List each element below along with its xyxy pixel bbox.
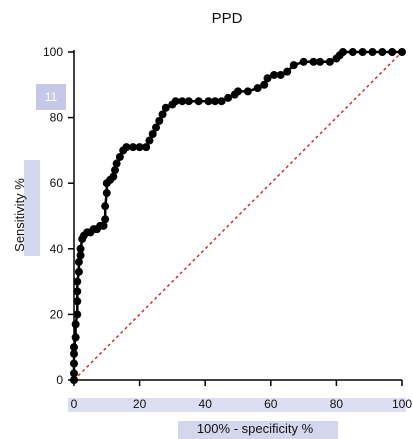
roc-point: [276, 70, 285, 79]
roc-point: [299, 57, 308, 66]
roc-point: [204, 97, 213, 106]
roc-point: [263, 74, 272, 83]
roc-point: [142, 143, 151, 152]
x-tick-label: 100: [392, 397, 412, 411]
x-tick-label: 0: [71, 397, 78, 411]
y-axis-title: Sensitivity %: [12, 178, 27, 252]
roc-point: [388, 48, 397, 56]
roc-point: [398, 48, 406, 56]
roc-point: [325, 57, 334, 66]
roc-point: [122, 143, 131, 152]
roc-point: [74, 267, 83, 276]
roc-point: [211, 97, 220, 106]
x-ticks: 0 20 40 60 80 100: [71, 380, 412, 411]
roc-point: [316, 57, 324, 66]
x-tick-label: 60: [264, 397, 278, 411]
roc-point: [171, 97, 180, 106]
roc-point: [71, 320, 80, 329]
roc-point: [348, 48, 357, 56]
roc-point: [194, 97, 203, 106]
reference-line: [73, 51, 403, 381]
roc-point: [111, 166, 119, 175]
y-tick-label: 20: [50, 307, 64, 321]
roc-point: [70, 359, 78, 368]
ylabel-highlight: [24, 160, 40, 256]
roc-point: [76, 251, 85, 260]
x-axis-title: 100% - specificity %: [197, 421, 314, 436]
roc-point: [70, 369, 78, 378]
x-ticks-highlight: [68, 398, 406, 412]
roc-point: [309, 57, 318, 66]
roc-point: [70, 343, 78, 352]
roc-point: [155, 116, 164, 125]
roc-point: [101, 202, 110, 211]
roc-point: [135, 143, 144, 152]
roc-point: [73, 297, 82, 306]
roc-point: [73, 277, 82, 286]
roc-point: [378, 48, 387, 56]
x-tick-label: 20: [133, 397, 147, 411]
roc-point: [76, 244, 85, 253]
roc-point: [73, 287, 82, 296]
roc-point: [73, 310, 82, 319]
roc-point: [260, 80, 269, 89]
roc-point: [178, 97, 187, 106]
roc-point: [148, 130, 157, 138]
roc-point: [101, 215, 110, 224]
roc-point: [224, 93, 233, 102]
series-layer: [70, 48, 406, 384]
badge-highlight: [36, 84, 66, 110]
roc-point: [70, 376, 78, 384]
x-tick-label: 80: [330, 397, 344, 411]
roc-point: [253, 84, 262, 93]
roc-point: [129, 143, 138, 152]
xlabel-highlight: [178, 421, 338, 439]
y-tick-label: 100: [43, 45, 63, 59]
roc-point: [243, 87, 252, 96]
y-tick-label: 80: [50, 111, 64, 125]
roc-point: [112, 159, 121, 168]
roc-point: [145, 136, 154, 145]
y-tick-label: 0: [56, 373, 63, 387]
roc-point: [70, 349, 78, 358]
chart-title: PPD: [212, 10, 243, 27]
roc-point: [368, 48, 377, 56]
y-tick-label: 40: [50, 242, 64, 256]
roc-point: [184, 97, 193, 106]
x-tick-label: 40: [199, 397, 213, 411]
roc-point: [289, 61, 298, 70]
roc-point: [161, 103, 170, 112]
roc-point: [338, 48, 347, 56]
roc-point: [234, 87, 242, 96]
roc-point: [152, 123, 160, 132]
roc-point: [102, 189, 111, 198]
roc-point: [158, 110, 167, 119]
badge-text: 11: [45, 90, 58, 104]
roc-point: [71, 333, 80, 342]
roc-point: [115, 152, 124, 161]
roc-point: [270, 70, 279, 79]
roc-point: [74, 257, 83, 266]
roc-point: [358, 48, 367, 56]
y-tick-label: 60: [50, 176, 64, 190]
roc-point: [99, 221, 108, 230]
roc-point: [109, 172, 118, 181]
roc-point: [283, 67, 292, 76]
roc-point: [217, 97, 226, 106]
y-ticks: 0 20 40 60 80 100: [43, 45, 74, 387]
